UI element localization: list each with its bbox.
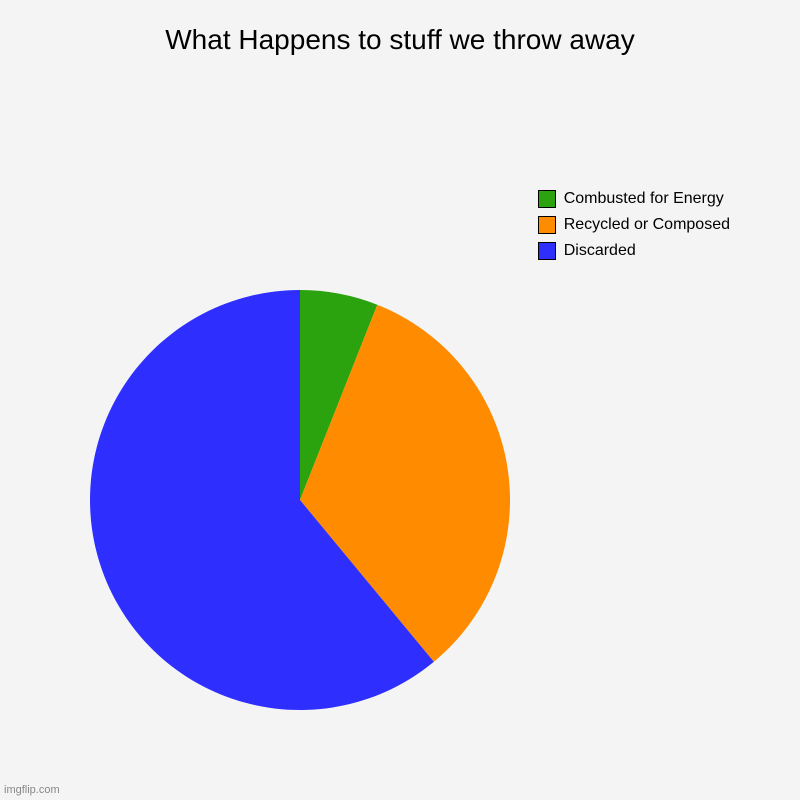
legend-label: Recycled or Composed [564, 216, 730, 234]
legend-item: Combusted for Energy [538, 190, 730, 208]
legend-swatch-icon [538, 190, 556, 208]
legend-swatch-icon [538, 242, 556, 260]
legend-label: Combusted for Energy [564, 190, 724, 208]
watermark: imgflip.com [4, 784, 60, 796]
chart-title: What Happens to stuff we throw away [0, 0, 800, 56]
legend-swatch-icon [538, 216, 556, 234]
pie-chart [90, 290, 510, 710]
legend-item: Discarded [538, 242, 730, 260]
legend: Combusted for Energy Recycled or Compose… [538, 190, 730, 268]
chart-container: What Happens to stuff we throw away Comb… [0, 0, 800, 800]
legend-item: Recycled or Composed [538, 216, 730, 234]
legend-label: Discarded [564, 242, 636, 260]
